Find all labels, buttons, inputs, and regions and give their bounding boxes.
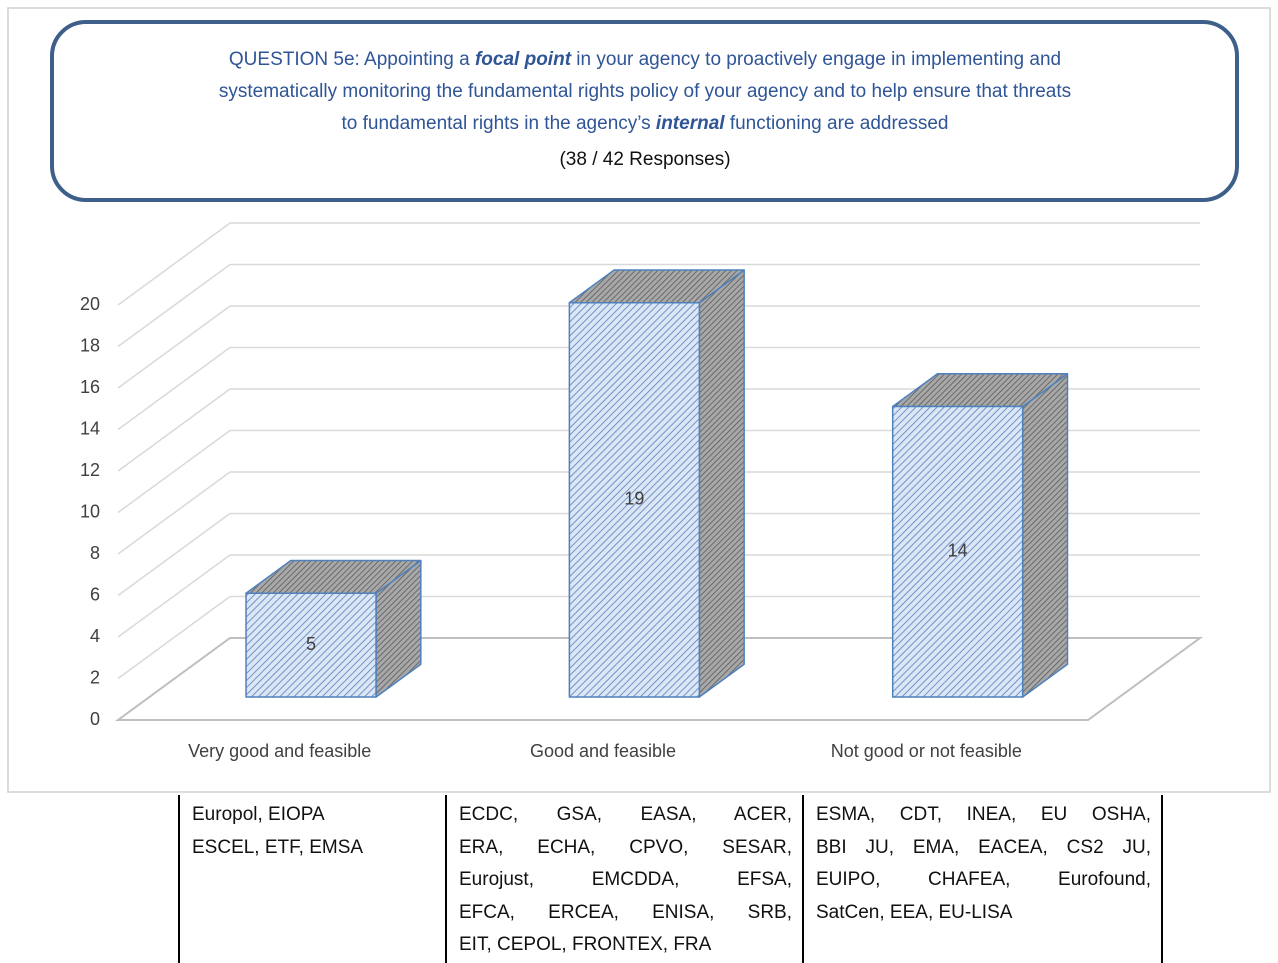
- side-grid-line: [117, 305, 231, 389]
- y-tick-label: 6: [90, 584, 100, 604]
- side-grid-line: [117, 346, 231, 431]
- table-cell: Europol, EIOPA ESCEL, ETF, EMSA: [178, 795, 445, 963]
- bar-side: [1021, 372, 1069, 698]
- cell-line: EFCA, ERCEA, ENISA, SRB,: [459, 901, 792, 923]
- y-tick-label: 12: [80, 460, 100, 480]
- y-tick-label: 2: [90, 667, 100, 687]
- bar: [568, 269, 745, 698]
- cell-line: EUIPO, CHAFEA, Eurofound,: [816, 869, 1151, 890]
- chart: 0 2 4 6 8 10 12 14 16 18 20 Very good and feasible 5…: [7, 7, 1271, 793]
- side-grid-line: [117, 388, 231, 472]
- y-tick-label: 4: [90, 626, 100, 646]
- y-tick-label: 18: [80, 335, 100, 355]
- bar: [245, 559, 422, 698]
- bar-side: [698, 269, 745, 698]
- title-emphasis: internal: [656, 113, 725, 134]
- cell-line: ERA, ECHA, CPVO, SESAR,: [459, 836, 792, 858]
- side-grid-line: [117, 512, 231, 597]
- bar: [891, 372, 1069, 698]
- title-text: systematically monitoring the fundamenta…: [219, 81, 1071, 102]
- chart-subtitle: (38 / 42 Responses): [559, 149, 730, 170]
- title-box: [50, 20, 1239, 202]
- title-emphasis: focal point: [475, 49, 572, 70]
- cell-line: ECDC, GSA, EASA, ACER,: [459, 804, 792, 825]
- side-grid-line: [117, 595, 231, 680]
- floor: [114, 637, 1204, 721]
- data-label: 19: [624, 489, 644, 509]
- cell-line: SatCen, EEA, EU-LISA: [816, 901, 1013, 923]
- side-grid-line: [117, 554, 231, 638]
- data-label: 5: [306, 634, 316, 654]
- chart-title: QUESTION 5e: Appointing a focal point in…: [229, 49, 1061, 70]
- data-label: 14: [948, 541, 968, 561]
- bar-front: [245, 592, 377, 698]
- y-tick-label: 8: [90, 543, 100, 563]
- x-tick-label: Very good and feasible: [188, 741, 371, 761]
- side-grid-line: [117, 263, 231, 348]
- title-text: QUESTION 5e: Appointing a: [229, 49, 475, 70]
- cell-line: ESCEL, ETF, EMSA: [192, 836, 364, 858]
- cell-line: Eurojust, EMCDDA, EFSA,: [459, 869, 792, 890]
- title-text: to fundamental rights in the agency’s: [342, 113, 656, 134]
- y-tick-label: 14: [80, 418, 100, 438]
- table-cell: ESMA, CDT, INEA, EU OSHA, BBI JU, EMA, EA…: [802, 795, 1163, 963]
- chart-title: to fundamental rights in the agency’s in…: [342, 113, 949, 134]
- x-tick-label: Good and feasible: [530, 741, 676, 761]
- bar-front: [568, 302, 701, 698]
- y-tick-label: 20: [80, 294, 100, 314]
- cell-line: EIT, CEPOL, FRONTEX, FRA: [459, 934, 712, 955]
- bar-front: [891, 405, 1024, 698]
- cell-line: BBI JU, EMA, EACEA, CS2 JU,: [816, 836, 1151, 858]
- side-grid-line: [117, 222, 231, 306]
- y-tick-label: 0: [90, 709, 100, 729]
- side-grid-line: [117, 429, 231, 514]
- agency-table: Europol, EIOPA ESCEL, ETF, EMSA ECDC, GSA,…: [178, 795, 1163, 963]
- table-cell: ECDC, GSA, EASA, ACER, ERA, ECHA, CPVO, S…: [445, 795, 802, 963]
- cell-line: ESMA, CDT, INEA, EU OSHA,: [816, 804, 1151, 825]
- side-grid-line: [117, 471, 231, 555]
- title-text: in your agency to proactively engage in …: [571, 49, 1061, 70]
- y-tick-label: 10: [80, 501, 100, 521]
- x-tick-label: Not good or not feasible: [831, 741, 1022, 761]
- y-tick-label: 16: [80, 377, 100, 397]
- cell-line: Europol, EIOPA: [192, 804, 325, 825]
- title-text: functioning are addressed: [725, 113, 949, 134]
- chart-title: systematically monitoring the fundamenta…: [219, 81, 1071, 102]
